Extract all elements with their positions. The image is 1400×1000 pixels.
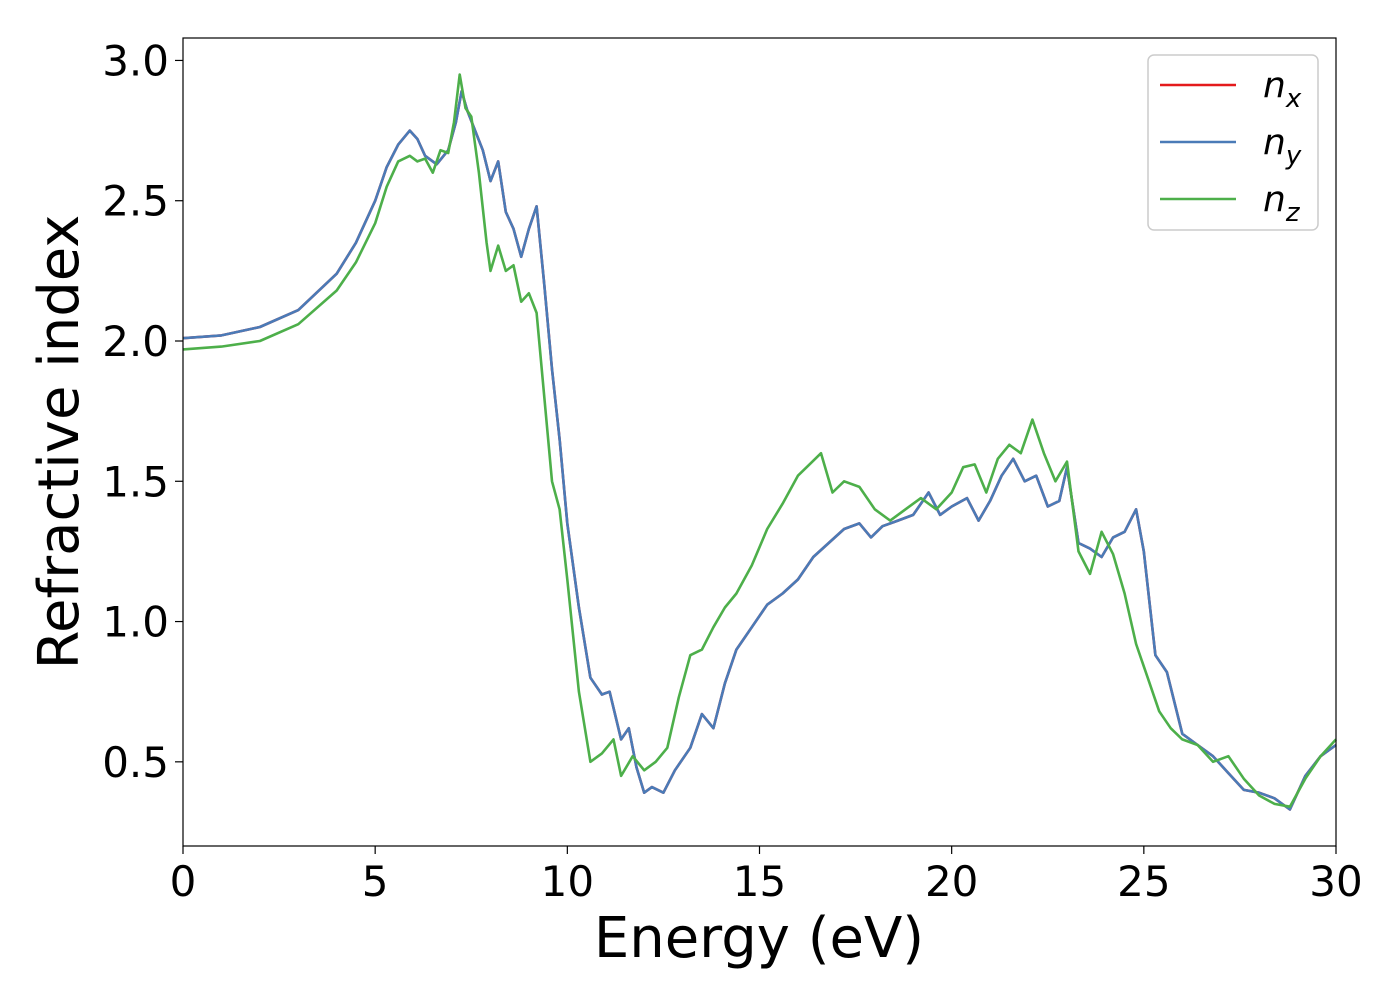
y-tick-label: 2.0 <box>102 317 169 366</box>
y-axis: 0.5 1.0 1.5 2.0 2.5 3.0 <box>102 36 183 787</box>
x-tick-label: 10 <box>541 857 594 906</box>
y-tick-label: 1.5 <box>102 457 169 506</box>
x-tick-label: 5 <box>362 857 389 906</box>
x-tick-label: 0 <box>170 857 197 906</box>
series-layer <box>182 73 1337 811</box>
x-axis: 0 5 10 15 20 25 30 <box>170 846 1363 906</box>
x-tick-label: 20 <box>925 857 978 906</box>
y-tick-label: 1.0 <box>102 598 169 647</box>
y-tick-label: 0.5 <box>102 738 169 787</box>
y-tick-label: 3.0 <box>102 36 169 85</box>
x-axis-label: Energy (eV) <box>594 906 924 971</box>
plot-background <box>183 38 1336 846</box>
y-tick-label: 2.5 <box>102 177 169 226</box>
y-axis-label: Refractive index <box>27 215 92 670</box>
x-tick-label: 30 <box>1309 857 1362 906</box>
x-tick-label: 25 <box>1117 857 1170 906</box>
series-line-nz <box>182 73 1337 808</box>
x-tick-label: 15 <box>733 857 786 906</box>
